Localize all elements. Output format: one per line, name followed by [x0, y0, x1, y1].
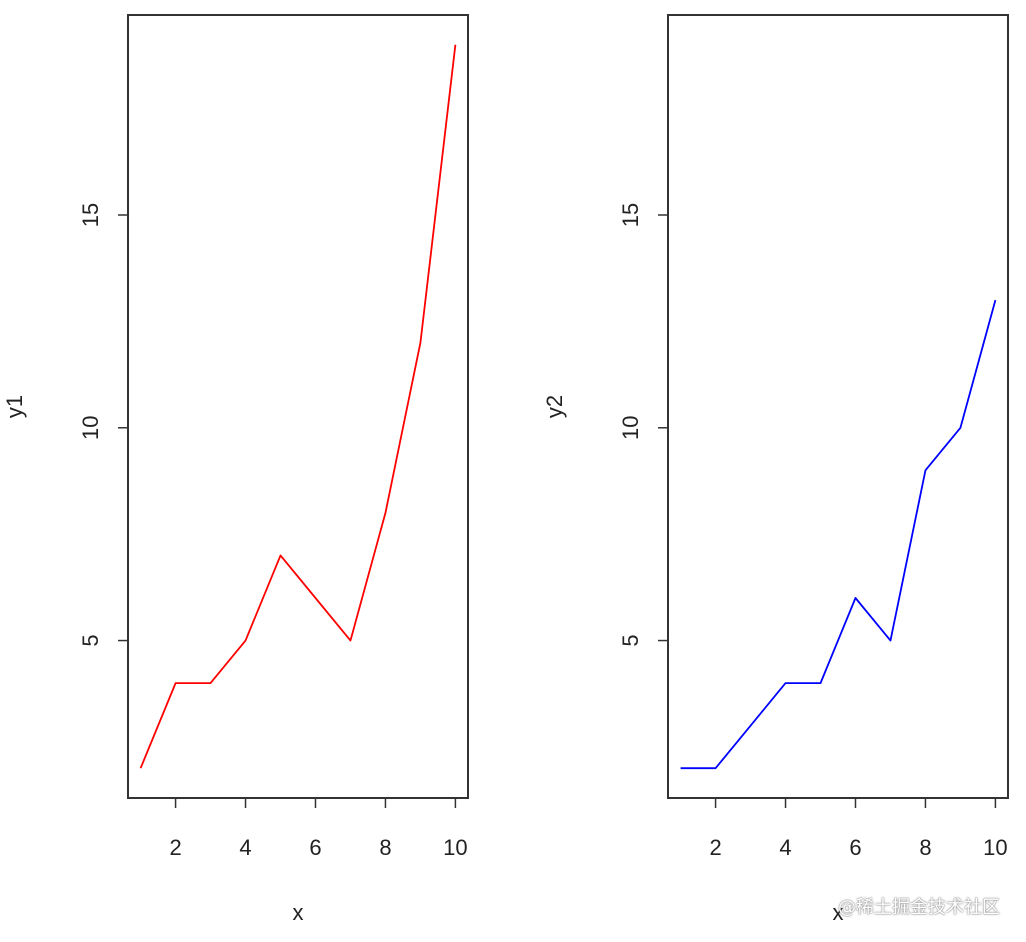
- x-tick-label: 10: [983, 835, 1007, 860]
- y-tick-label: 5: [618, 634, 643, 646]
- y-tick-label: 10: [78, 416, 103, 440]
- x-axis-label: x: [293, 900, 304, 925]
- y-tick-label: 15: [78, 203, 103, 227]
- plot-frame: [127, 14, 469, 799]
- y-tick-label: 5: [78, 634, 103, 646]
- y-tick-label: 10: [618, 416, 643, 440]
- x-tick-label: 8: [919, 835, 931, 860]
- x-tick-label: 10: [443, 835, 467, 860]
- y-tick-label: 15: [618, 203, 643, 227]
- x-tick-label: 6: [849, 835, 861, 860]
- plot-frame: [667, 14, 1009, 799]
- y-axis-label: y2: [542, 395, 567, 418]
- x-axis-label: x: [833, 900, 844, 925]
- series-line-2: [680, 299, 997, 770]
- watermark-text: @稀土掘金技术社区: [838, 897, 1000, 918]
- y-axis-label: y1: [2, 395, 27, 418]
- x-tick-label: 4: [779, 835, 791, 860]
- x-tick-label: 8: [379, 835, 391, 860]
- x-tick-label: 4: [239, 835, 251, 860]
- x-tick-label: 2: [709, 835, 721, 860]
- x-tick-label: 2: [169, 835, 181, 860]
- x-tick-label: 6: [309, 835, 321, 860]
- plot-panel-2: 2 4 6 8 10 5 10 15 x y2: [542, 14, 1009, 925]
- series-line-1: [139, 44, 457, 769]
- plot-panel-1: 2 4 6 8 10 5 10 15 x y1: [2, 14, 469, 925]
